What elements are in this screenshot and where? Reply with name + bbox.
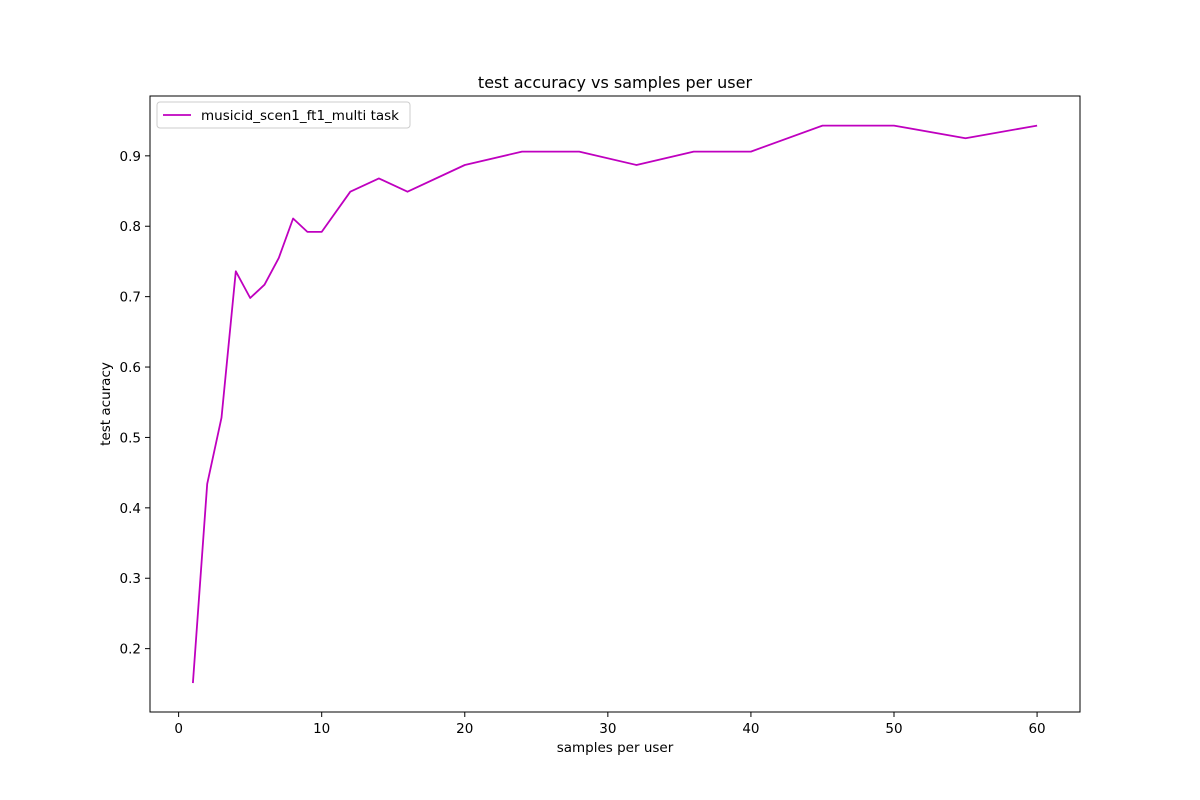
x-tick-label: 30 [599, 721, 616, 737]
x-tick-label: 0 [174, 721, 183, 737]
y-axis-label: test acuracy [98, 362, 114, 446]
y-tick-label: 0.6 [120, 360, 141, 376]
x-tick-label: 20 [456, 721, 473, 737]
plot-frame [149, 95, 1081, 713]
x-tick-label: 10 [313, 721, 330, 737]
y-tick-label: 0.7 [120, 290, 141, 306]
y-tick-label: 0.8 [120, 219, 141, 235]
y-tick-label: 0.5 [120, 430, 141, 446]
x-tick-label: 50 [885, 721, 902, 737]
y-tick-label: 0.2 [120, 642, 141, 658]
legend: musicid_scen1_ft1_multi task [156, 101, 411, 129]
series-line [192, 124, 1038, 684]
legend-label: musicid_scen1_ft1_multi task [201, 108, 399, 124]
series-layer [192, 124, 1038, 684]
y-tick-label: 0.9 [120, 149, 141, 165]
x-tick-label: 60 [1028, 721, 1045, 737]
y-tick-label: 0.3 [120, 571, 141, 587]
x-axis-label: samples per user [557, 740, 674, 756]
legend-box [156, 101, 411, 129]
plot-area [149, 95, 1081, 713]
chart-title: test accuracy vs samples per user [478, 73, 753, 92]
x-axis: 0 10 20 30 40 50 60 [174, 712, 1046, 737]
x-tick-label: 40 [742, 721, 759, 737]
y-tick-label: 0.4 [120, 501, 141, 517]
y-axis: 0.2 0.3 0.4 0.5 0.6 0.7 0.8 0.9 [120, 149, 150, 658]
